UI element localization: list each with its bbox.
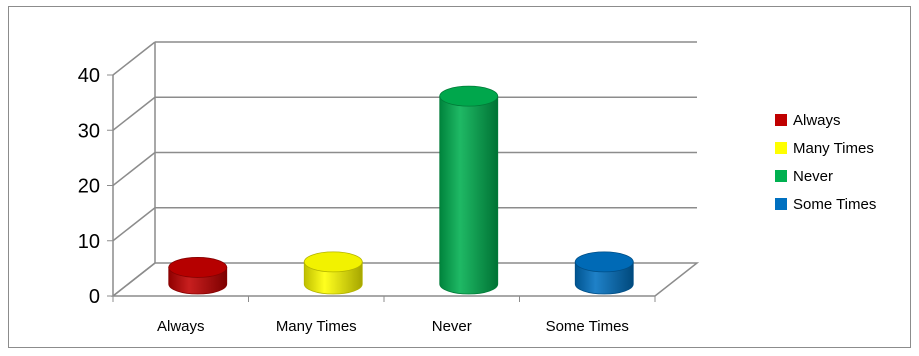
gridline-diagonal (112, 207, 156, 242)
y-tick-label: 10 (78, 231, 100, 253)
y-tick-label: 20 (78, 176, 100, 198)
y-tick-label: 30 (78, 120, 100, 142)
bar (574, 251, 634, 295)
legend-item: Never (775, 168, 833, 185)
bar-top (168, 257, 228, 278)
x-tick-label: Many Times (276, 318, 357, 335)
legend-item: Many Times (775, 140, 874, 157)
bar-top (303, 251, 363, 273)
legend-item: Always (775, 112, 841, 129)
gridline-diagonal (112, 96, 156, 131)
grid-layer (110, 41, 700, 297)
gridline-diagonal (112, 151, 156, 187)
legend-swatch (775, 142, 787, 154)
y-tick-label: 0 (89, 286, 100, 308)
legend-label: Some Times (793, 196, 876, 213)
bar (168, 257, 228, 295)
bar (439, 85, 499, 295)
bar-body (439, 95, 499, 295)
gridline-diagonal (112, 41, 156, 76)
axis-layer: 0 10 20 30 40 Always Many Times Never Some Times (78, 65, 656, 335)
legend-swatch (775, 170, 787, 182)
legend-item: Some Times (775, 196, 876, 213)
x-tick-label: Never (432, 318, 472, 335)
x-tick-label: Always (157, 318, 205, 335)
bar (303, 251, 363, 295)
legend-swatch (775, 198, 787, 210)
legend-label: Many Times (793, 140, 874, 157)
legend: Always Many Times Never Some Times (775, 112, 876, 213)
y-tick-label: 40 (78, 65, 100, 87)
bar-top (439, 85, 499, 107)
legend-swatch (775, 114, 787, 126)
x-tick-label: Some Times (546, 318, 629, 335)
legend-label: Never (793, 168, 833, 185)
bar-top (574, 251, 634, 273)
legend-label: Always (793, 112, 841, 129)
floor (110, 262, 700, 297)
bar-layer (168, 85, 634, 295)
